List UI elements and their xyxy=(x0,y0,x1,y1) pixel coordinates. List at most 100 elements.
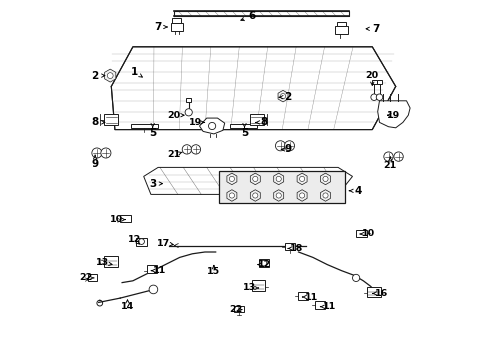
Circle shape xyxy=(107,73,113,78)
Bar xyxy=(258,259,268,267)
Text: 11: 11 xyxy=(304,292,317,302)
Polygon shape xyxy=(104,69,116,82)
Text: 22: 22 xyxy=(228,305,242,314)
Circle shape xyxy=(182,145,191,154)
Circle shape xyxy=(280,94,285,99)
Text: 11: 11 xyxy=(322,302,335,311)
Text: 13: 13 xyxy=(96,258,109,267)
Bar xyxy=(336,22,346,26)
Bar xyxy=(355,230,366,237)
Circle shape xyxy=(284,141,294,151)
Text: 5: 5 xyxy=(149,128,156,138)
Text: 2: 2 xyxy=(284,92,291,102)
Circle shape xyxy=(139,239,144,244)
Bar xyxy=(285,243,295,250)
Bar xyxy=(147,265,157,273)
Bar xyxy=(371,80,376,84)
Circle shape xyxy=(101,148,111,158)
Text: 8: 8 xyxy=(260,117,267,127)
Bar xyxy=(251,280,265,291)
Circle shape xyxy=(92,148,102,158)
Circle shape xyxy=(299,176,304,181)
Polygon shape xyxy=(143,167,352,194)
Polygon shape xyxy=(273,190,283,201)
Circle shape xyxy=(276,193,281,198)
Bar xyxy=(335,26,347,34)
Circle shape xyxy=(252,176,257,181)
Circle shape xyxy=(275,141,285,151)
Circle shape xyxy=(185,109,192,116)
Text: 7: 7 xyxy=(371,24,379,34)
Text: 3: 3 xyxy=(149,179,156,189)
Text: 7: 7 xyxy=(154,22,162,32)
Polygon shape xyxy=(226,190,236,201)
Circle shape xyxy=(352,274,359,282)
Circle shape xyxy=(229,176,234,181)
Text: 21: 21 xyxy=(383,161,396,170)
Text: 19: 19 xyxy=(189,118,202,127)
Text: 12: 12 xyxy=(128,235,141,244)
Text: 8: 8 xyxy=(91,117,99,127)
Text: 11: 11 xyxy=(153,266,166,275)
Bar xyxy=(366,287,380,297)
Circle shape xyxy=(191,145,200,154)
Bar xyxy=(186,98,191,102)
Text: 20: 20 xyxy=(365,71,378,80)
Circle shape xyxy=(322,193,327,198)
Circle shape xyxy=(252,193,257,198)
Text: 19: 19 xyxy=(386,111,400,120)
Bar xyxy=(104,256,118,267)
Bar xyxy=(170,23,183,31)
Polygon shape xyxy=(199,118,224,134)
Circle shape xyxy=(370,94,377,100)
Text: 17: 17 xyxy=(157,238,170,248)
Text: 15: 15 xyxy=(207,267,220,276)
Bar xyxy=(136,238,146,246)
Circle shape xyxy=(261,260,266,266)
Text: 12: 12 xyxy=(257,260,270,269)
Text: 13: 13 xyxy=(243,284,256,292)
Circle shape xyxy=(149,285,158,294)
Polygon shape xyxy=(273,173,283,185)
Bar xyxy=(234,306,244,312)
Polygon shape xyxy=(250,190,260,201)
Polygon shape xyxy=(111,47,395,130)
Text: 14: 14 xyxy=(121,302,134,311)
Circle shape xyxy=(229,193,234,198)
Text: 9: 9 xyxy=(91,159,99,169)
Circle shape xyxy=(299,193,304,198)
Bar xyxy=(376,80,381,84)
Text: 16: 16 xyxy=(374,289,387,298)
Text: 2: 2 xyxy=(91,71,99,81)
Polygon shape xyxy=(226,173,236,185)
Bar xyxy=(120,215,131,222)
Circle shape xyxy=(322,176,327,181)
Text: 10: 10 xyxy=(110,215,123,224)
Text: 6: 6 xyxy=(247,11,255,21)
Circle shape xyxy=(393,152,403,161)
Text: 10: 10 xyxy=(362,230,374,239)
Circle shape xyxy=(375,94,382,100)
Polygon shape xyxy=(250,173,260,185)
Bar xyxy=(297,292,307,300)
Polygon shape xyxy=(320,173,330,185)
Text: 1: 1 xyxy=(131,67,138,77)
Bar xyxy=(230,124,257,128)
Polygon shape xyxy=(297,173,306,185)
Bar xyxy=(172,18,181,23)
Text: 21: 21 xyxy=(167,150,181,159)
Text: 5: 5 xyxy=(241,128,247,138)
Text: 9: 9 xyxy=(284,144,291,154)
Polygon shape xyxy=(377,101,409,128)
Circle shape xyxy=(276,176,281,181)
Text: 22: 22 xyxy=(79,274,92,282)
Text: 18: 18 xyxy=(289,244,303,253)
Bar xyxy=(314,301,324,309)
Text: 20: 20 xyxy=(167,111,181,120)
Circle shape xyxy=(383,152,392,161)
Polygon shape xyxy=(297,190,306,201)
Bar xyxy=(88,274,97,281)
Polygon shape xyxy=(174,11,348,16)
Bar xyxy=(219,171,345,203)
Bar xyxy=(131,124,158,128)
